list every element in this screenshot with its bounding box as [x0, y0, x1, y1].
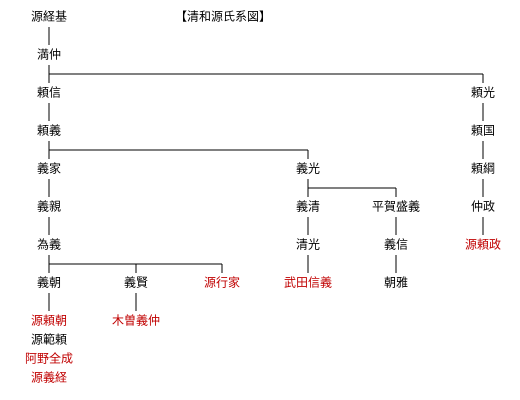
- person: 義家: [37, 161, 61, 176]
- person: 源経基: [31, 10, 67, 24]
- person: 義光: [296, 161, 320, 176]
- person: 仲政: [471, 200, 495, 214]
- person: 義信: [384, 237, 408, 252]
- person: 平賀盛義: [372, 199, 420, 214]
- person: 木曽義仲: [112, 313, 160, 328]
- person: 頼国: [471, 124, 495, 138]
- person: 源頼政: [465, 238, 501, 252]
- person: 義賢: [124, 275, 148, 290]
- connectors: [48, 27, 484, 311]
- person: 源行家: [204, 275, 240, 290]
- person: 阿野全成: [25, 351, 73, 366]
- person: 源義経: [31, 370, 67, 385]
- person: 頼光: [471, 86, 495, 100]
- person: 為義: [37, 237, 61, 252]
- person: 義親: [37, 199, 61, 214]
- person: 義清: [296, 199, 320, 214]
- person: 頼信: [37, 86, 61, 100]
- person: 満仲: [37, 48, 61, 62]
- person: 義朝: [37, 275, 61, 290]
- person: 頼綱: [471, 162, 495, 176]
- person: 朝雅: [384, 275, 408, 290]
- person: 源範頼: [31, 332, 67, 347]
- person: 清光: [296, 238, 320, 252]
- person: 源頼朝: [31, 314, 67, 328]
- person: 頼義: [37, 123, 61, 138]
- person: 武田信義: [284, 275, 332, 290]
- title: 【清和源氏系図】: [175, 10, 271, 24]
